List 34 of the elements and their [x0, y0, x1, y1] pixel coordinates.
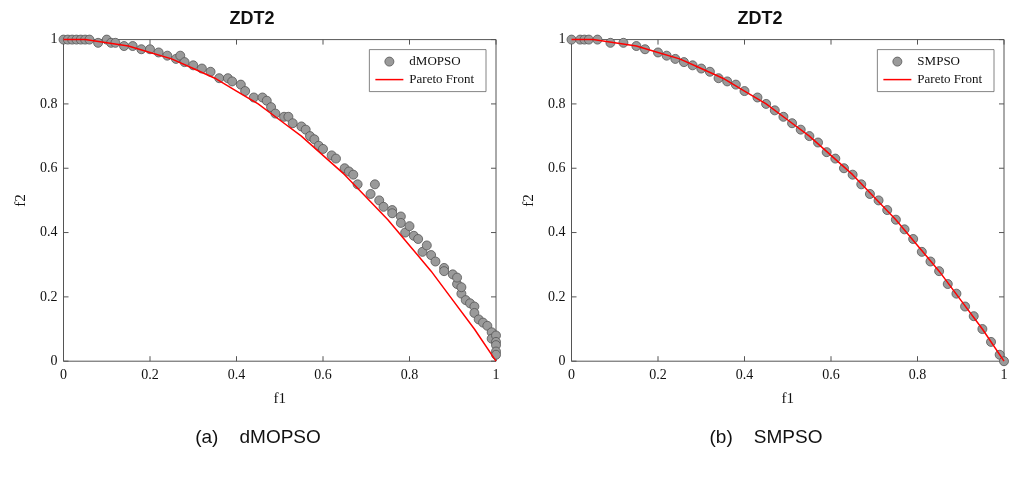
y-tick-label: 0.4	[40, 224, 58, 240]
y-tick-label: 0.6	[40, 159, 58, 175]
x-axis-title: f1	[781, 389, 794, 406]
x-tick-label: 0.8	[400, 367, 419, 383]
x-tick-label: 1	[492, 367, 500, 383]
legend-label: SMPSO	[917, 53, 961, 69]
x-tick-label: 0.4	[227, 367, 246, 383]
y-tick-label: 0.4	[548, 224, 566, 240]
x-axis-title: f1	[273, 389, 286, 406]
y-tick-label: 0.8	[548, 95, 566, 111]
x-tick-label: 0.4	[735, 367, 754, 383]
text: (a) dMOPSO	[194, 426, 322, 448]
y-tick-label: 0	[558, 352, 566, 368]
y-axis-title: f2	[11, 194, 28, 207]
x-tick-label: 0.6	[822, 367, 840, 383]
legend-label: Pareto Front	[917, 71, 983, 87]
y-tick-label: 0.6	[548, 159, 566, 175]
y-tick-label: 1	[50, 31, 58, 47]
x-tick-label: 0.8	[908, 367, 927, 383]
y-tick-label: 0.8	[40, 95, 58, 111]
x-tick-label: 1	[1000, 367, 1008, 383]
chart-title: ZDT2	[737, 7, 783, 28]
y-tick-label: 0	[50, 352, 58, 368]
y-tick-label: 0.2	[548, 288, 566, 304]
text: (b) SMPSO	[708, 426, 824, 448]
legend-label: Pareto Front	[409, 71, 475, 87]
chart-title: ZDT2	[229, 7, 275, 28]
x-tick-label: 0.2	[649, 367, 667, 383]
y-axis-title: f2	[519, 194, 536, 207]
y-tick-label: 1	[558, 31, 566, 47]
legend-label: dMOPSO	[409, 53, 461, 69]
x-tick-label: 0.2	[141, 367, 159, 383]
x-tick-label: 0.6	[314, 367, 332, 383]
y-tick-label: 0.2	[40, 288, 58, 304]
